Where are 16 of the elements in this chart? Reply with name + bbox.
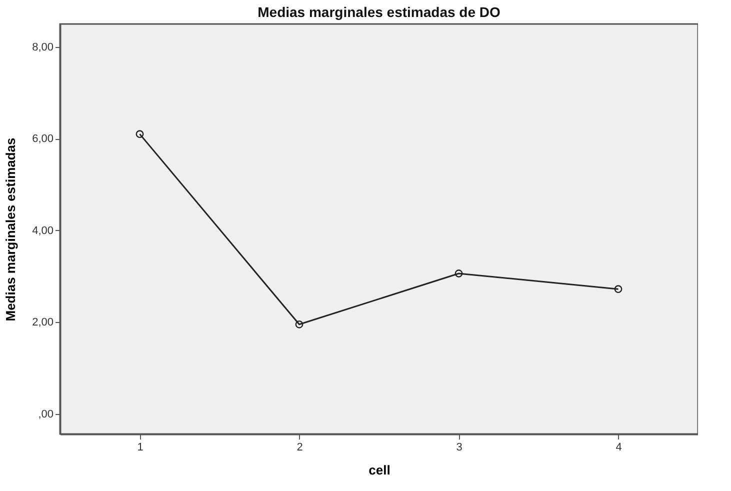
y-tick-label: 4,00 — [32, 224, 54, 237]
y-tick-label: 8,00 — [32, 41, 54, 54]
x-tick-label: 1 — [137, 442, 144, 454]
point — [614, 285, 622, 294]
x-tick-label: 3 — [456, 442, 462, 454]
point — [136, 130, 144, 138]
y-axis-title: Medias marginales estimadas — [3, 138, 18, 322]
point — [295, 320, 304, 328]
point — [454, 270, 463, 278]
y-tick-label: 6,00 — [32, 133, 54, 146]
chart-title: Medias marginales estimadas de DO — [258, 4, 500, 20]
x-axis-title: cell — [368, 462, 390, 478]
y-tick-label: ,00 — [38, 408, 54, 420]
y-tick-label: 2,00 — [32, 316, 54, 329]
x-tick-label: 2 — [296, 442, 303, 454]
x-tick-label: 4 — [616, 442, 622, 454]
